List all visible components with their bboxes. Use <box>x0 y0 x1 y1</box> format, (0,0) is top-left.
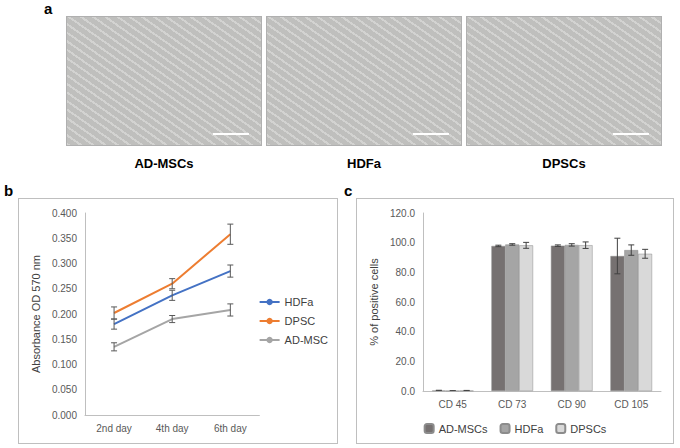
svg-text:CD 105: CD 105 <box>614 399 648 410</box>
svg-text:0.000: 0.000 <box>52 410 77 421</box>
svg-text:2nd day: 2nd day <box>96 423 132 434</box>
svg-text:HDFa: HDFa <box>515 423 545 435</box>
html-text:a: a <box>44 0 53 17</box>
svg-text:DPSC: DPSC <box>285 315 316 327</box>
svg-text:0.200: 0.200 <box>52 309 77 320</box>
html-text:b: b <box>4 182 14 199</box>
svg-text:0.050: 0.050 <box>52 384 77 395</box>
svg-text:60.0: 60.0 <box>396 297 416 308</box>
svg-text:AD-MSC: AD-MSC <box>285 334 328 346</box>
svg-text:4th day: 4th day <box>156 423 189 434</box>
svg-text:HDFa: HDFa <box>285 296 315 308</box>
svg-text:0.100: 0.100 <box>52 359 77 370</box>
svg-text:AD-MSCs: AD-MSCs <box>439 423 488 435</box>
svg-text:6th day: 6th day <box>214 423 247 434</box>
svg-text:0.250: 0.250 <box>52 283 77 294</box>
svg-text:0.300: 0.300 <box>52 258 77 269</box>
html-text:HDFa: HDFa <box>347 156 381 171</box>
svg-text:0.400: 0.400 <box>52 208 77 219</box>
svg-text:40.0: 40.0 <box>396 326 416 337</box>
svg-text:CD 73: CD 73 <box>498 399 527 410</box>
svg-text:0.0: 0.0 <box>401 386 415 397</box>
svg-text:20.0: 20.0 <box>396 356 416 367</box>
svg-text:0.150: 0.150 <box>52 334 77 345</box>
svg-text:0.350: 0.350 <box>52 233 77 244</box>
svg-text:120.0: 120.0 <box>390 208 415 219</box>
svg-text:100.0: 100.0 <box>390 237 415 248</box>
html-text:AD-MSCs: AD-MSCs <box>134 156 194 171</box>
svg-text:CD 90: CD 90 <box>558 399 587 410</box>
svg-text:CD 45: CD 45 <box>439 399 468 410</box>
svg-text:Absorbance OD 570 nm: Absorbance OD 570 nm <box>30 255 42 373</box>
svg-text:80.0: 80.0 <box>396 267 416 278</box>
svg-text:% of positive cells: % of positive cells <box>368 258 380 346</box>
svg-text:DPSCs: DPSCs <box>570 423 607 435</box>
html-text:DPSCs: DPSCs <box>542 156 586 171</box>
html-text:c: c <box>344 182 353 199</box>
